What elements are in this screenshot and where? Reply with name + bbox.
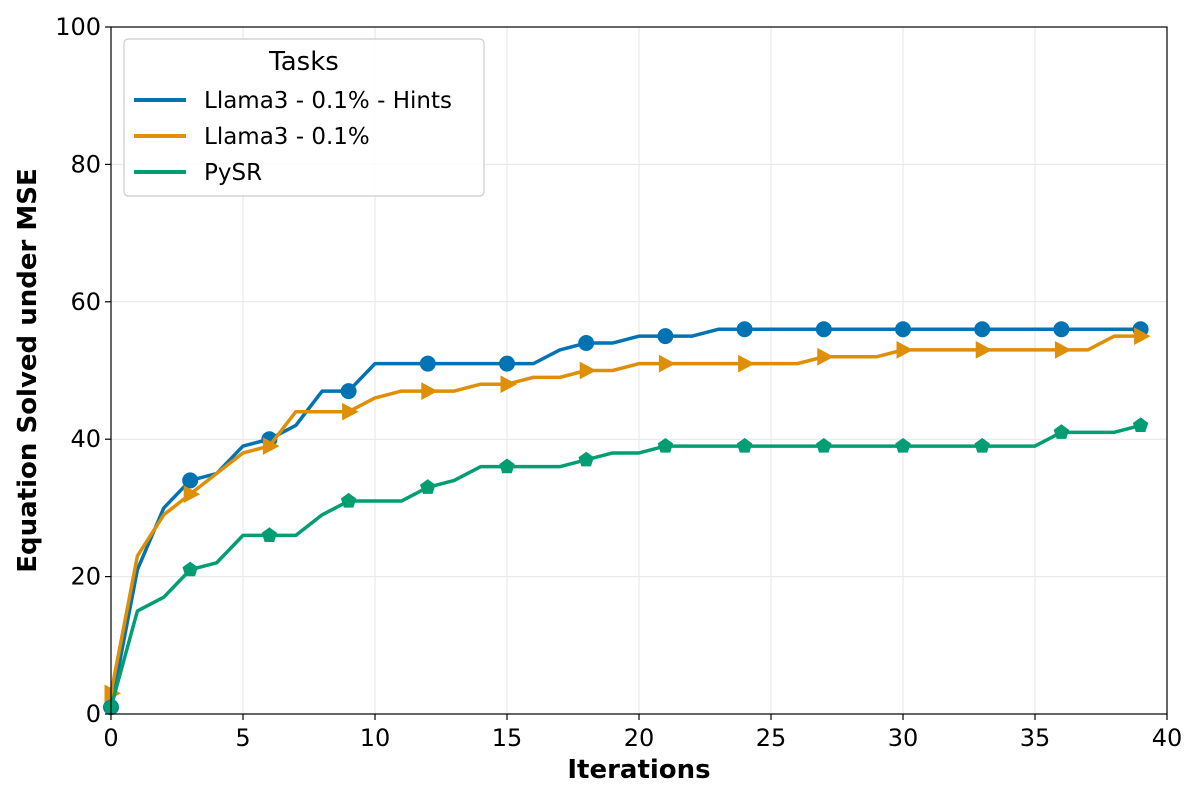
data-point-marker [340, 492, 357, 508]
data-point-marker [419, 355, 436, 372]
axis-ticks: 0 5 10 15 20 25 30 35 40 0 20 40 60 80 100 [55, 13, 1182, 752]
x-tick-label: 30 [888, 724, 919, 752]
y-tick-label: 60 [70, 288, 101, 316]
x-tick-label: 15 [492, 724, 523, 752]
data-point-marker [736, 321, 753, 338]
series-0 [103, 321, 1149, 716]
data-point-marker [895, 437, 911, 453]
y-tick-label: 20 [70, 563, 101, 591]
series-line [109, 327, 1141, 708]
y-tick-label: 100 [55, 13, 101, 41]
legend-title: Tasks [268, 47, 339, 77]
data-point-marker [896, 341, 914, 359]
legend-items: Llama3 - 0.1% - Hints Llama3 - 0.1% PySR [134, 88, 452, 186]
data-point-marker [421, 382, 438, 400]
data-point-marker [500, 375, 518, 394]
series-line [109, 334, 1141, 694]
data-point-marker [182, 472, 199, 489]
data-point-marker [579, 361, 597, 380]
data-point-marker [974, 437, 990, 453]
data-point-marker [1053, 321, 1070, 338]
data-point-marker [182, 561, 198, 577]
series-1 [104, 327, 1151, 703]
data-point-marker [1054, 341, 1072, 359]
data-point-marker [974, 321, 991, 338]
legend-box [123, 38, 485, 197]
data-point-marker [736, 437, 753, 453]
data-point-marker [1053, 424, 1070, 439]
data-point-marker [658, 354, 676, 373]
data-point-marker [578, 335, 595, 352]
data-point-marker [816, 437, 832, 453]
y-tick-label: 80 [70, 150, 101, 178]
series-line [109, 423, 1142, 708]
data-point-marker [817, 347, 834, 366]
legend-label: Llama3 - 0.1% [204, 124, 370, 150]
y-tick-label: 40 [70, 425, 101, 453]
data-point-marker [342, 402, 359, 421]
data-point-marker [975, 341, 993, 359]
data-point-marker [262, 437, 280, 455]
x-tick-label: 40 [1152, 724, 1183, 752]
data-point-marker [261, 527, 278, 542]
data-point-marker [578, 451, 594, 467]
series-2 [103, 417, 1149, 714]
data-point-marker [895, 321, 911, 338]
data-point-marker [183, 485, 201, 503]
x-tick-label: 5 [235, 724, 250, 752]
data-point-marker [340, 383, 357, 400]
x-tick-label: 20 [624, 724, 655, 752]
data-point-marker [499, 355, 515, 372]
legend-label: PySR [204, 160, 262, 186]
data-point-marker [420, 479, 436, 494]
x-tick-label: 0 [103, 724, 118, 752]
y-tick-label: 0 [86, 700, 101, 728]
x-tick-label: 10 [360, 724, 391, 752]
legend-label: Llama3 - 0.1% - Hints [204, 88, 452, 114]
data-point-marker [738, 354, 755, 373]
data-point-marker [815, 321, 832, 338]
data-point-marker [499, 458, 515, 474]
data-point-marker [657, 328, 674, 345]
data-point-marker [1134, 327, 1151, 345]
x-tick-label: 25 [756, 724, 787, 752]
y-axis-title: Equation Solved under MSE [13, 168, 43, 572]
data-point-marker [1132, 417, 1149, 433]
x-tick-label: 35 [1020, 724, 1051, 752]
x-axis-title: Iterations [567, 755, 710, 785]
grid-lines [110, 26, 1168, 715]
data-point-marker [657, 437, 674, 453]
series-layer [103, 321, 1151, 716]
